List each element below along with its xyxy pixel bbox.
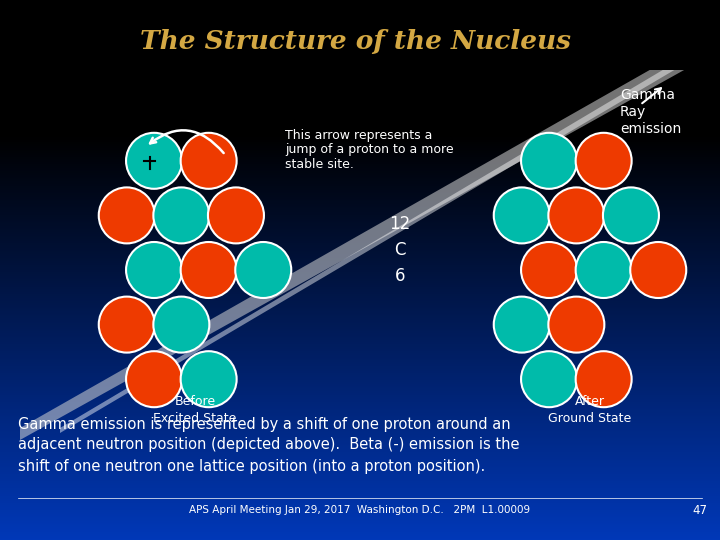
Circle shape [99, 187, 155, 244]
Circle shape [521, 133, 577, 189]
Text: emission: emission [620, 122, 681, 136]
Circle shape [576, 133, 631, 189]
Text: Gamma: Gamma [620, 88, 675, 102]
Circle shape [126, 133, 182, 189]
Circle shape [576, 351, 631, 407]
Polygon shape [60, 36, 720, 433]
Circle shape [153, 187, 210, 244]
Circle shape [549, 296, 604, 353]
Circle shape [181, 242, 237, 298]
Circle shape [630, 242, 686, 298]
Polygon shape [0, 0, 720, 70]
Text: Gamma emission is represented by a shift of one proton around an
adjacent neutro: Gamma emission is represented by a shift… [18, 416, 520, 474]
Text: Ray: Ray [620, 105, 647, 119]
Circle shape [521, 351, 577, 407]
Circle shape [181, 351, 237, 407]
Circle shape [576, 242, 631, 298]
Text: Before
Excited State: Before Excited State [153, 395, 237, 425]
Polygon shape [20, 30, 720, 440]
Circle shape [235, 242, 292, 298]
Text: This arrow represents a
jump of a proton to a more
stable site.: This arrow represents a jump of a proton… [285, 129, 454, 172]
Circle shape [208, 187, 264, 244]
Circle shape [494, 187, 550, 244]
Text: APS April Meeting Jan 29, 2017  Washington D.C.   2PM  L1.00009: APS April Meeting Jan 29, 2017 Washingto… [189, 505, 531, 515]
Text: 12
C
6: 12 C 6 [390, 214, 410, 286]
Circle shape [521, 242, 577, 298]
Circle shape [99, 296, 155, 353]
Circle shape [181, 133, 237, 189]
Circle shape [126, 351, 182, 407]
Circle shape [603, 187, 659, 244]
Text: 47: 47 [693, 503, 708, 516]
Circle shape [549, 187, 604, 244]
Text: After
Ground State: After Ground State [549, 395, 631, 425]
Circle shape [153, 296, 210, 353]
Text: The Structure of the Nucleus: The Structure of the Nucleus [140, 30, 570, 55]
Circle shape [494, 296, 550, 353]
Circle shape [126, 242, 182, 298]
